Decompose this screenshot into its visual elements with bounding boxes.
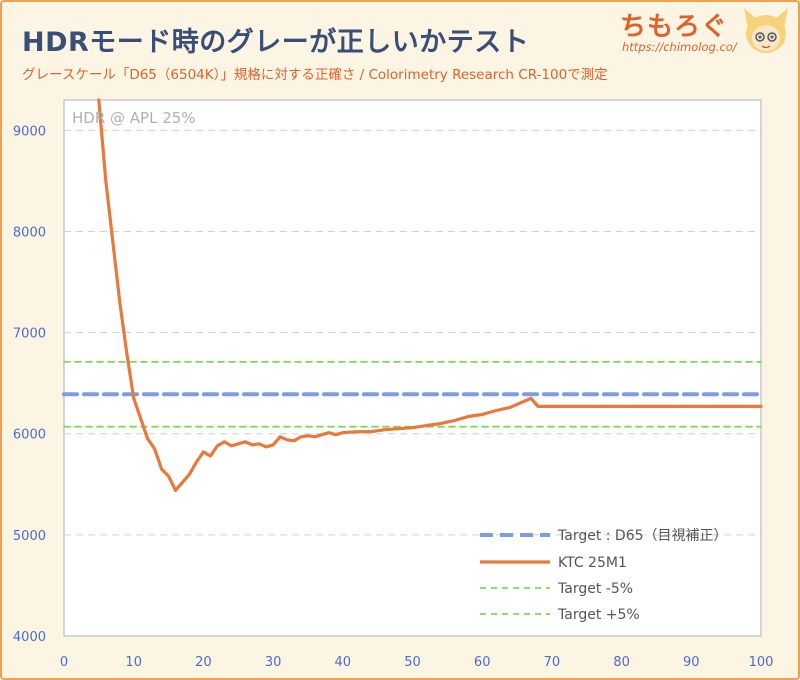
x-tick-label-30: 30 bbox=[265, 655, 282, 670]
y-tick-label-8000: 8000 bbox=[13, 225, 46, 240]
x-tick-label-20: 20 bbox=[195, 655, 212, 670]
x-tick-label-0: 0 bbox=[60, 655, 68, 670]
brand-logo: ちもろぐ https://chimolog.co/ bbox=[620, 6, 796, 56]
x-tick-label-80: 80 bbox=[613, 655, 630, 670]
chart-annotation: HDR @ APL 25% bbox=[72, 109, 196, 127]
brand-name: ちもろぐ bbox=[620, 12, 729, 42]
legend-label-1: KTC 25M1 bbox=[558, 555, 627, 571]
page-subtitle: グレースケール「D65（6504K）」規格に対する正確さ / Colorimet… bbox=[22, 67, 608, 83]
x-tick-label-40: 40 bbox=[335, 655, 352, 670]
x-tick-label-70: 70 bbox=[544, 655, 561, 670]
legend-label-3: Target +5% bbox=[557, 607, 640, 623]
mascot-icon bbox=[744, 8, 788, 53]
series-layer bbox=[62, 98, 763, 492]
y-tick-label-6000: 6000 bbox=[13, 428, 46, 443]
y-tick-label-4000: 4000 bbox=[13, 630, 46, 645]
brand-url: https://chimolog.co/ bbox=[622, 40, 737, 54]
y-tick-label-5000: 5000 bbox=[13, 529, 46, 544]
x-tick-label-50: 50 bbox=[404, 655, 421, 670]
x-tick-label-60: 60 bbox=[474, 655, 491, 670]
x-tick-label-90: 90 bbox=[683, 655, 700, 670]
legend-label-0: Target : D65（目視補正） bbox=[557, 528, 728, 544]
axis-labels: 4000 5000 6000 7000 8000 9000 0 10 20 30 40 50 60 70 8… bbox=[13, 124, 774, 670]
page-title: HDRモード時のグレーが正しいかテスト bbox=[22, 27, 530, 58]
y-tick-label-9000: 9000 bbox=[13, 124, 46, 139]
gridlines bbox=[64, 129, 761, 536]
legend-label-2: Target -5% bbox=[557, 581, 633, 597]
series-line-1 bbox=[97, 98, 763, 492]
legend: Target : D65（目視補正） KTC 25M1 Target -5% Targ… bbox=[480, 528, 728, 623]
y-tick-label-7000: 7000 bbox=[13, 327, 46, 342]
x-tick-label-100: 100 bbox=[749, 655, 774, 670]
x-tick-label-10: 10 bbox=[125, 655, 142, 670]
plot-area bbox=[63, 99, 762, 637]
